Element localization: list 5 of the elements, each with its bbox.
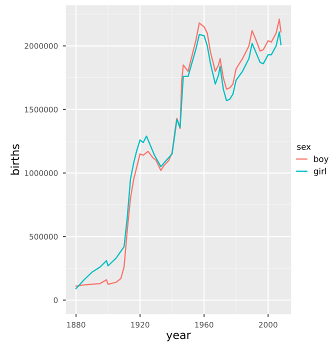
legend-label: girl	[314, 168, 326, 176]
y-axis-title: births	[10, 144, 20, 175]
x-axis-title: year	[166, 332, 191, 342]
legend-label: boy	[314, 156, 328, 164]
legend-title: sex	[297, 145, 311, 150]
